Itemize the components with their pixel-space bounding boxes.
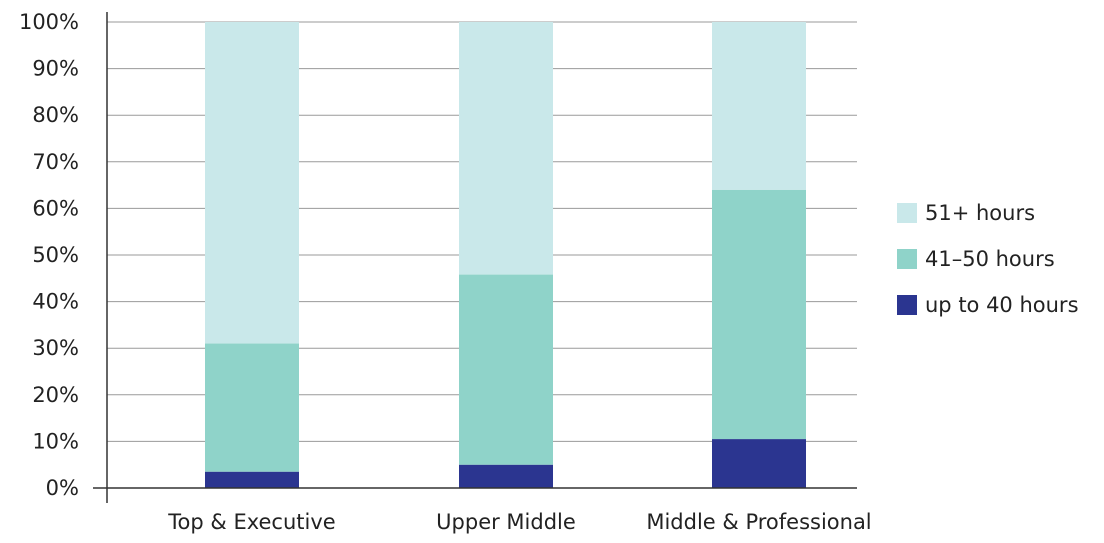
y-tick-label: 70% (32, 150, 79, 174)
y-tick-label: 60% (32, 196, 79, 220)
bar-top-executive-41-50-hours (205, 343, 299, 472)
bar-upper-middle-41-50-hours (459, 274, 553, 465)
y-tick-labels: 0% 10% 20% 30% 40% 50% 60% 70% 80% 90% 100% (19, 10, 79, 500)
y-tick-label: 40% (32, 290, 79, 314)
x-tick-label: Upper Middle (436, 510, 576, 534)
y-tick-label: 30% (32, 336, 79, 360)
legend-swatch-up-to-40-hours (897, 295, 917, 315)
bar-middle-professional-51-hours (712, 22, 806, 190)
legend: 51+ hours 41–50 hours up to 40 hours (897, 201, 1079, 317)
bar-middle-professional-41-50-hours (712, 189, 806, 440)
y-tick-label: 0% (46, 476, 79, 500)
bar-upper-middle-51-hours (459, 22, 553, 275)
y-tick-label: 80% (32, 103, 79, 127)
bar-top-executive-51-hours (205, 22, 299, 344)
legend-label: 41–50 hours (925, 247, 1055, 271)
legend-label: 51+ hours (925, 201, 1035, 225)
y-tick-label: 10% (32, 429, 79, 453)
legend-swatch-51-hours (897, 203, 917, 223)
axes (93, 12, 857, 503)
y-tick-label: 90% (32, 57, 79, 81)
x-tick-label: Middle & Professional (646, 510, 871, 534)
bars (205, 22, 806, 488)
legend-label: up to 40 hours (925, 293, 1079, 317)
y-tick-label: 20% (32, 383, 79, 407)
bar-middle-professional-up-to-40-hours (712, 439, 806, 488)
x-tick-label: Top & Executive (167, 510, 335, 534)
x-tick-labels: Top & Executive Upper Middle Middle & Prof… (167, 510, 871, 534)
legend-swatch-41-50-hours (897, 249, 917, 269)
y-tick-label: 100% (19, 10, 79, 34)
y-tick-label: 50% (32, 243, 79, 267)
bar-top-executive-up-to-40-hours (205, 471, 299, 488)
bar-upper-middle-up-to-40-hours (459, 464, 553, 488)
